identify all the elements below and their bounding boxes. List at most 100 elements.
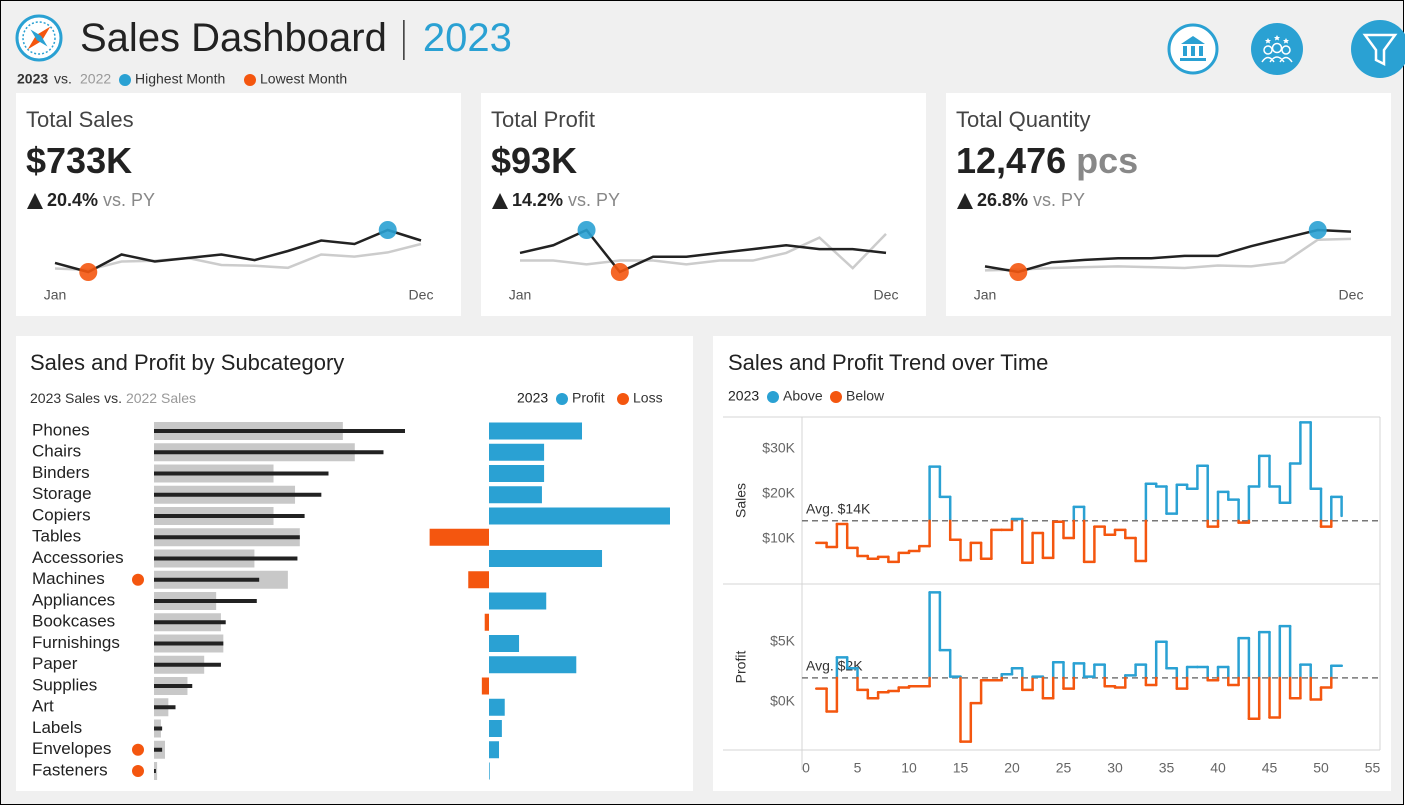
change-comparison: vs. PY [568,190,620,210]
x-tick-label: 40 [1210,760,1226,776]
kpi-change: 14.2% vs. PY [512,190,620,210]
average-label: Avg. $14K [806,501,871,517]
bar-current [154,641,224,646]
profit-bar [489,443,545,461]
highest-marker [577,221,596,239]
profit-bar [489,486,542,504]
profit-bar [489,465,545,482]
bar-current [154,726,163,731]
change-comparison: vs. PY [1033,190,1085,210]
title-text: Sales Dashboard [80,16,387,60]
bank-button[interactable] [1167,23,1219,75]
legend-title: 2023 [728,388,759,404]
kpi-number: $733K [26,140,132,181]
highest-marker [378,221,397,239]
y-tick-label: $5K [770,632,796,648]
legend-dot [830,391,842,403]
profit-bar [489,720,502,737]
profit-bar [489,550,603,567]
category-label: Tables [32,527,81,546]
change-comparison: vs. PY [103,190,155,210]
legend-label: Loss [633,390,663,406]
x-tick-label: Dec [409,287,434,303]
category-label: Paper [32,654,78,673]
sparkline [54,228,422,274]
highest-marker [1308,221,1327,239]
kpi-change: 20.4% vs. PY [47,190,155,210]
legend-label: Below [846,388,885,404]
category-label: Accessories [32,548,124,567]
profit-bar [489,507,670,525]
title-year: 2023 [423,16,512,60]
bar-current [154,535,300,540]
profit-bar [489,656,577,674]
x-tick-label: 50 [1313,760,1329,776]
x-tick-label: 55 [1365,760,1381,776]
up-arrow [27,193,43,209]
category-label: Fasteners [32,760,108,779]
filter-button[interactable] [1351,20,1405,78]
category-label: Envelopes [32,739,111,758]
x-tick-label: 5 [854,760,862,776]
x-tick-label: Jan [44,287,67,303]
category-label: Art [32,697,54,716]
bar-current [154,747,163,752]
profit-bar [489,592,547,610]
category-label: Bookcases [32,612,115,631]
profit-bar [489,741,500,759]
x-tick-label: 35 [1159,760,1175,776]
sparkline [984,237,1352,272]
up-arrow [492,193,508,209]
y-axis-title: Sales [733,483,749,518]
sparkline [984,228,1352,274]
profit-bar [489,698,505,716]
change-value: 14.2% [512,190,563,210]
header-legend-highest: Highest Month [135,71,225,87]
bar-current [154,492,322,497]
customers-button[interactable] [1251,23,1303,75]
x-tick-label: 45 [1262,760,1278,776]
bar-current [154,514,305,518]
header-legend-current: 2023 [17,71,48,87]
bar-current [154,450,384,455]
x-tick-label: 15 [953,760,969,776]
y-axis-title: Profit [733,651,749,684]
card [481,93,926,316]
x-tick-label: 25 [1056,760,1072,776]
x-tick-label: Dec [1339,287,1364,303]
legend-dot [767,391,779,403]
kpi-value: $733K [26,140,132,181]
profit-bar [468,571,489,589]
bar-current [154,471,329,476]
legend-title: 2023 [517,390,548,406]
kpi-number: 12,476 [956,140,1066,181]
lowest-dot [244,74,256,86]
logo [15,14,63,62]
legend-dot [617,393,629,405]
bar-current [154,577,260,582]
profit-bar [489,762,490,780]
decline-dot [132,765,144,777]
kpi-value: $93K [491,140,577,181]
category-label: Furnishings [32,633,120,652]
subtitle-previous: 2022 Sales [126,390,196,406]
bar-current [154,620,226,625]
category-label: Appliances [32,590,115,609]
category-label: Binders [32,463,90,482]
profit-bar [481,677,489,695]
profit-bar [484,613,489,631]
category-label: Copiers [32,505,91,524]
bar-current [154,662,221,667]
change-value: 26.8% [977,190,1028,210]
kpi-number: $93K [491,140,577,181]
x-tick-label: Dec [874,287,899,303]
kpi-title: Total Sales [26,107,134,132]
x-tick-label: 20 [1004,760,1020,776]
chart-subtitle: 2023 Sales vs. 2022 Sales [30,390,196,406]
profit-bar [489,422,583,440]
dashboard-title: Sales Dashboard 2023 [80,16,512,60]
category-label: Machines [32,569,105,588]
x-tick-label: 30 [1107,760,1123,776]
